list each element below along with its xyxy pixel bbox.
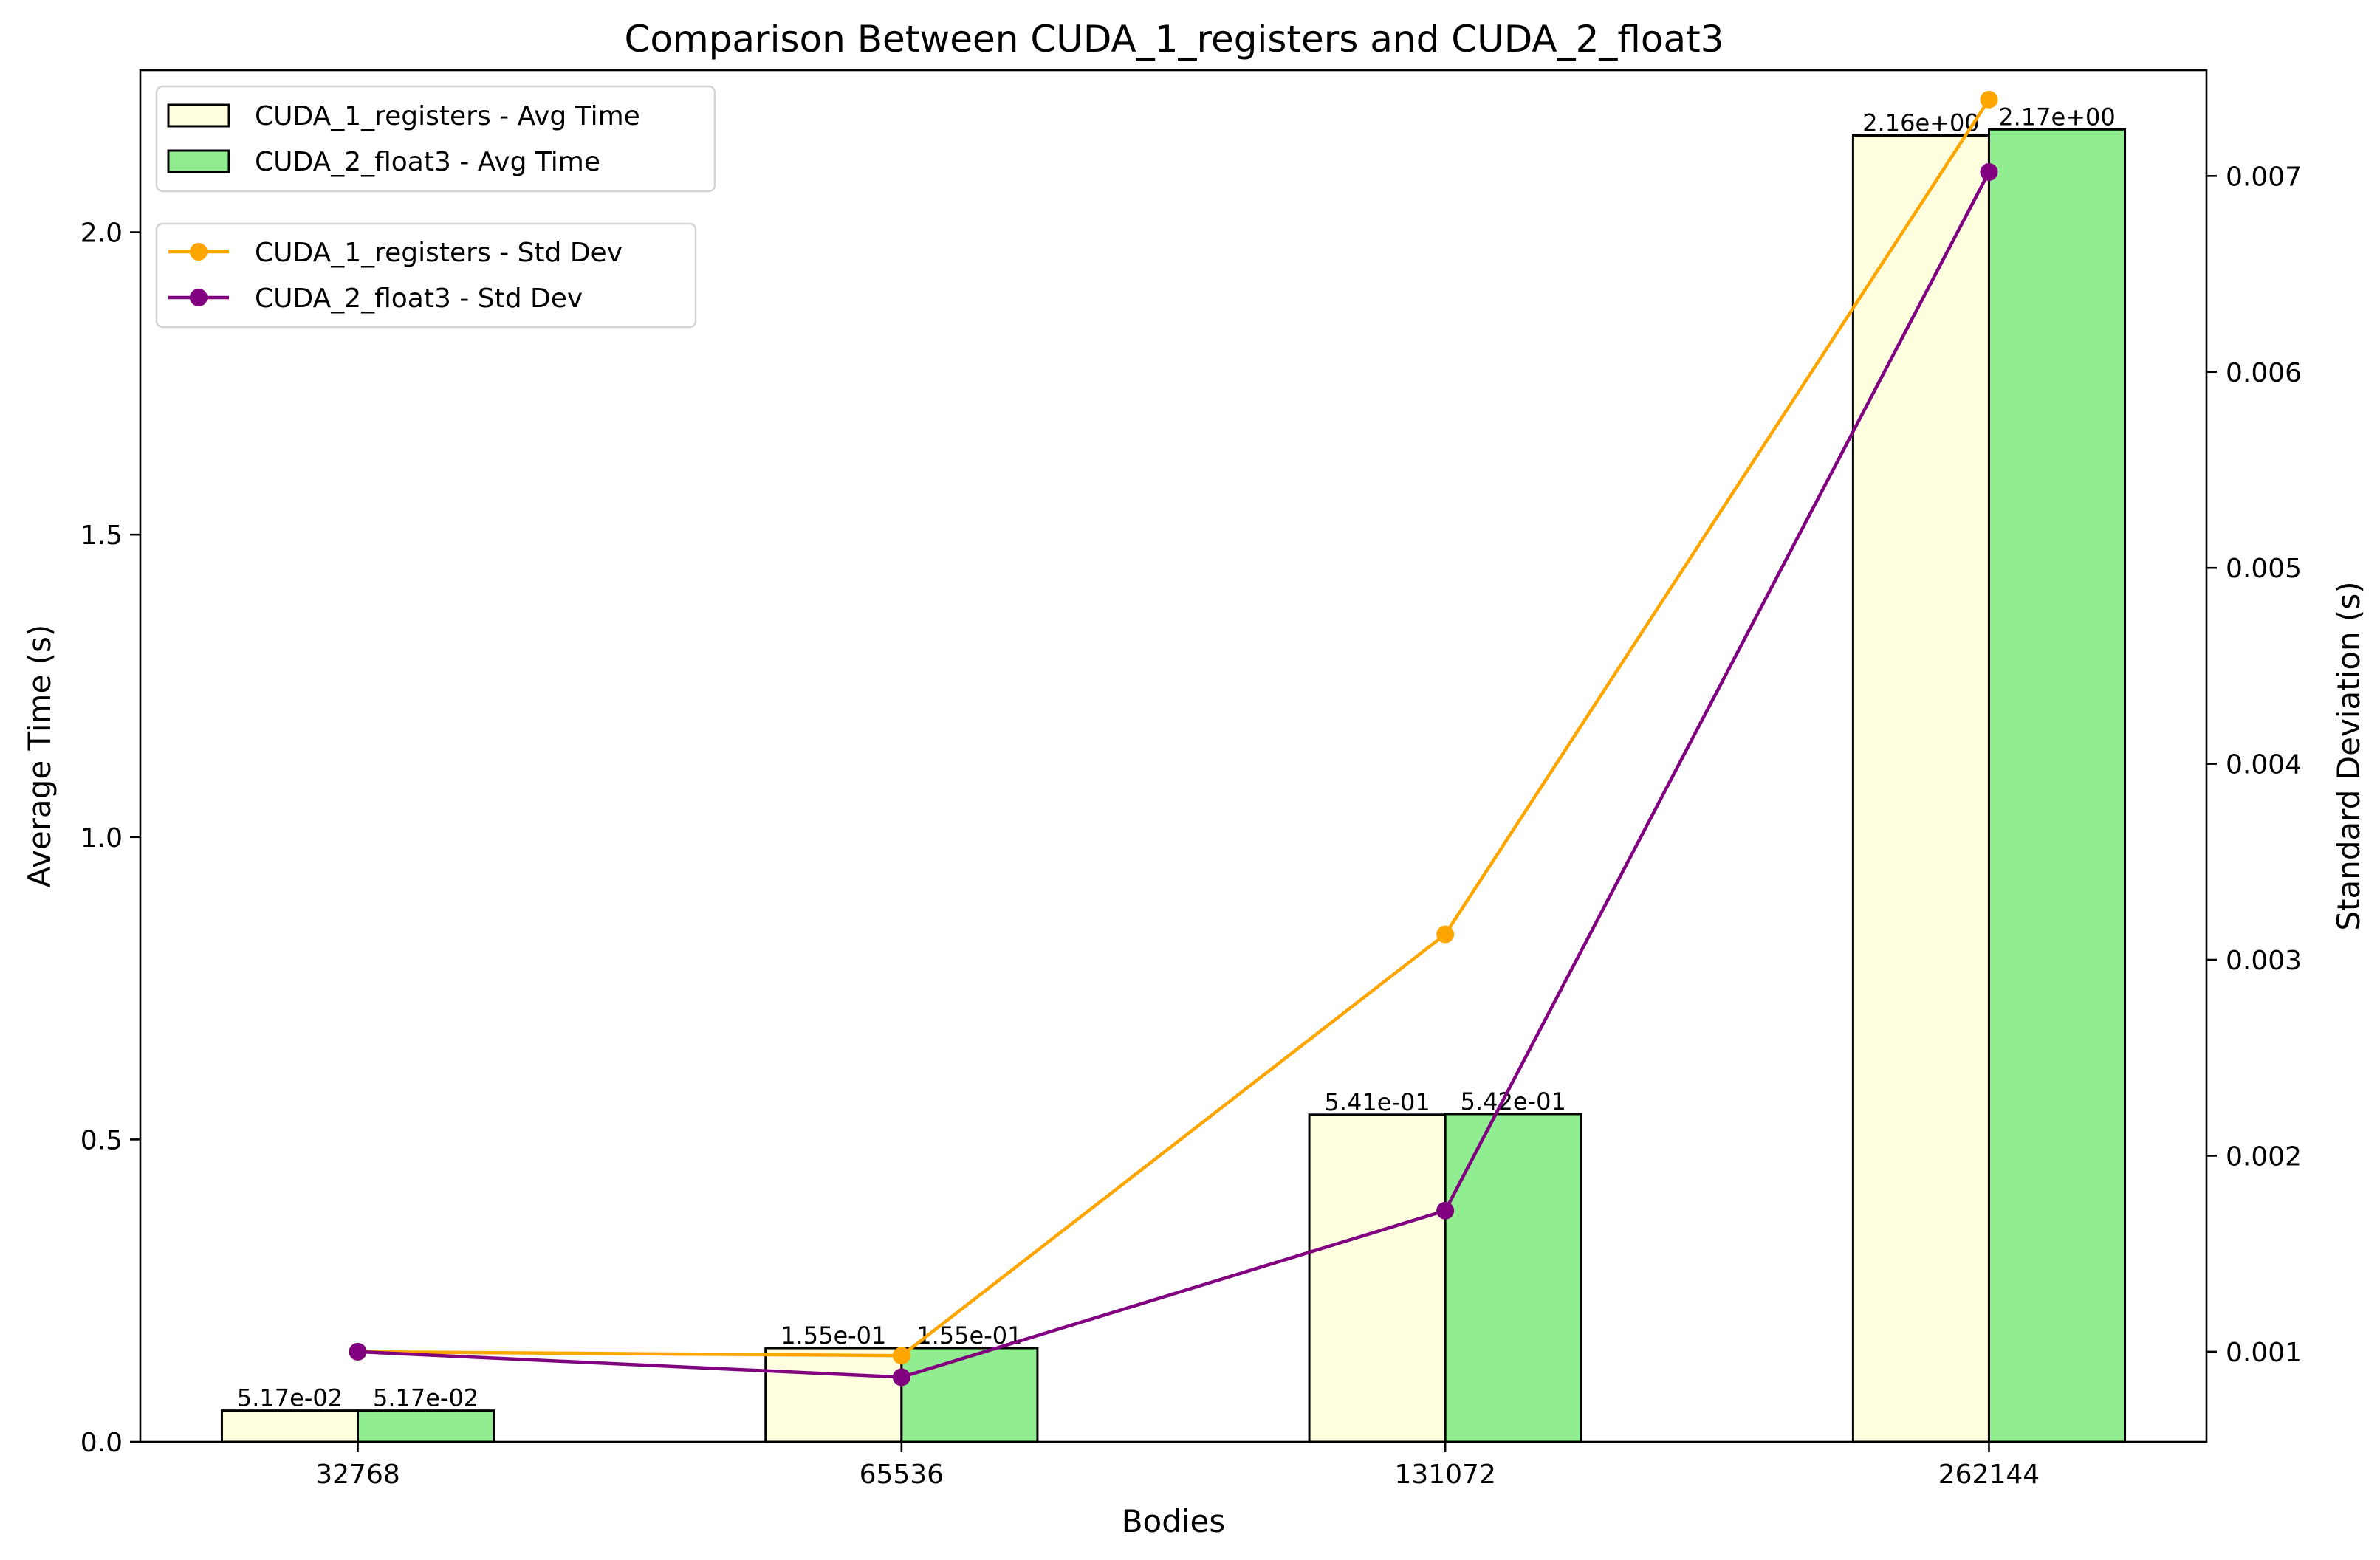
y-axis-title: Average Time (s)	[21, 625, 58, 888]
bar-legend-frame	[155, 85, 716, 193]
legend-label: CUDA_1_registers - Std Dev	[255, 238, 623, 268]
chart-title: Comparison Between CUDA_1_registers and …	[624, 18, 1724, 61]
bar-value-label: 5.42e-01	[1461, 1087, 1566, 1116]
y-axis-right: 0.001 0.002 0.003 0.004 0.005 0.006 0.007	[2206, 162, 2302, 1368]
legend-swatch	[167, 149, 230, 173]
bar-value-label: 1.55e-01	[781, 1322, 886, 1350]
y-tick-label: 1.5	[80, 520, 123, 551]
std-dev-point	[1436, 1201, 1455, 1220]
x-tick-label: 262144	[1938, 1460, 2040, 1490]
y2-tick-label: 0.004	[2226, 750, 2302, 780]
y2-axis-title: Standard Deviation (s)	[2331, 581, 2367, 930]
bar-2-32768	[357, 1409, 495, 1443]
legend-label: CUDA_2_float3 - Std Dev	[255, 284, 583, 314]
std-dev-line-1	[357, 98, 1991, 1358]
std-dev-point	[349, 1342, 367, 1361]
y-tick-label: 0.0	[80, 1428, 123, 1458]
y2-tick-label: 0.005	[2226, 554, 2302, 584]
legend-swatch	[167, 103, 230, 128]
bar-2-262144	[1987, 128, 2127, 1443]
y2-tick-label: 0.006	[2226, 358, 2302, 388]
bar-legend: CUDA_1_registers - Avg Time CUDA_2_float3…	[155, 85, 716, 193]
std-dev-line-2	[357, 171, 1991, 1379]
x-tick-label: 131072	[1394, 1460, 1495, 1490]
bar-1-262144	[1851, 134, 1990, 1443]
line-legend-frame	[155, 222, 697, 329]
std-dev-point	[1980, 90, 1998, 109]
bar-value-label: 5.17e-02	[237, 1384, 343, 1412]
legend-label: CUDA_1_registers - Avg Time	[255, 101, 640, 131]
std-dev-point	[892, 1368, 910, 1387]
y2-tick-label: 0.001	[2226, 1338, 2302, 1368]
y-axis-left: 0.0 0.5 1.0 1.5 2.0	[80, 219, 140, 1458]
bar-1-65536	[764, 1347, 903, 1443]
x-axis-title: Bodies	[1122, 1503, 1226, 1539]
bar-value-label: 2.17e+00	[1998, 103, 2115, 131]
std-dev-point	[1980, 163, 1998, 182]
y-tick-label: 0.5	[80, 1125, 123, 1155]
bar-value-label: 5.41e-01	[1325, 1088, 1430, 1116]
bars-layer	[220, 128, 2127, 1443]
x-tick-label: 65536	[860, 1460, 944, 1490]
plot-frame	[139, 69, 2208, 1443]
y2-tick-label: 0.003	[2226, 946, 2302, 976]
bar-2-65536	[900, 1347, 1039, 1443]
y2-tick-label: 0.002	[2226, 1141, 2302, 1172]
x-axis: 32768 65536 131072 262144	[315, 1442, 2040, 1490]
y-tick-label: 1.0	[80, 823, 123, 853]
std-dev-point	[1436, 925, 1455, 944]
std-dev-point	[892, 1347, 910, 1365]
legend-marker	[190, 243, 208, 261]
x-tick-label: 32768	[315, 1460, 400, 1490]
bar-value-label: 2.16e+00	[1862, 109, 1979, 137]
bar-labels-layer: 5.17e-02 1.55e-01 5.41e-01 2.16e+00 5.17e-02…	[237, 103, 2116, 1412]
bar-2-131072	[1444, 1113, 1582, 1443]
bar-value-label: 5.17e-02	[373, 1384, 479, 1412]
legend-label: CUDA_2_float3 - Avg Time	[255, 147, 600, 177]
legend-marker	[190, 289, 208, 306]
y-tick-label: 2.0	[80, 219, 123, 249]
y2-tick-label: 0.007	[2226, 162, 2302, 192]
lines-layer	[349, 90, 1998, 1387]
bar-1-32768	[220, 1409, 360, 1443]
line-legend: CUDA_1_registers - Std Dev CUDA_2_float3 …	[155, 222, 697, 329]
bar-1-131072	[1308, 1113, 1447, 1443]
